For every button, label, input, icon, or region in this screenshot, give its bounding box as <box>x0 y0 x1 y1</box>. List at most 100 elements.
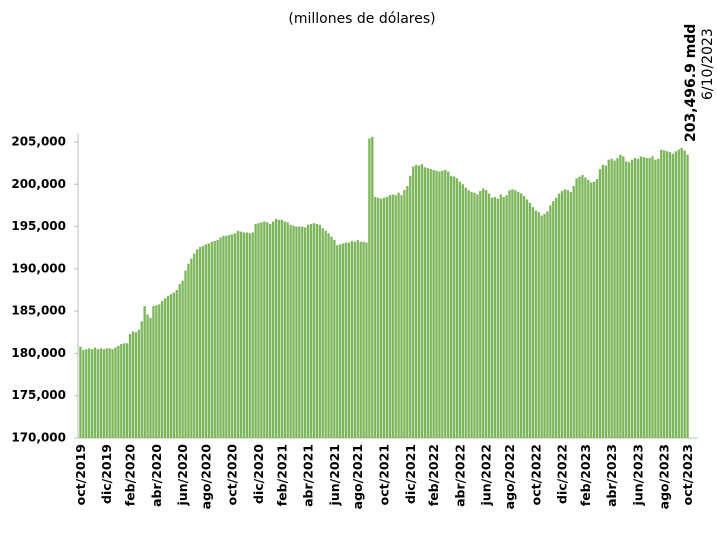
bar <box>394 195 397 438</box>
bar <box>79 346 82 438</box>
bar <box>543 213 546 438</box>
bar <box>499 194 502 438</box>
bar <box>616 158 619 438</box>
bar <box>327 233 330 438</box>
bar <box>584 177 587 438</box>
bar <box>496 198 499 438</box>
bar <box>575 178 578 438</box>
bar <box>269 224 272 438</box>
bar <box>406 185 409 438</box>
bar <box>447 171 450 438</box>
bar <box>318 224 321 438</box>
bar <box>280 219 284 438</box>
bar <box>397 192 400 438</box>
bar <box>660 149 663 438</box>
bar <box>158 304 161 438</box>
bar <box>511 189 514 438</box>
bar <box>368 138 371 438</box>
bar <box>198 246 202 438</box>
x-tick-label: dic/2021 <box>403 444 418 504</box>
bar <box>137 329 140 438</box>
bar <box>479 191 482 438</box>
bar <box>473 192 476 438</box>
bar <box>484 190 488 438</box>
bar <box>464 187 467 438</box>
y-tick-label: 195,000 <box>11 219 66 233</box>
x-tick-label: dic/2020 <box>251 444 266 504</box>
bar <box>149 317 152 438</box>
bar <box>671 153 675 439</box>
bar <box>190 258 193 438</box>
bar <box>99 348 103 438</box>
bar <box>365 242 368 438</box>
bar <box>487 193 491 438</box>
bar <box>438 171 441 438</box>
bar <box>90 349 94 438</box>
bar <box>639 156 643 438</box>
bar <box>537 212 540 438</box>
bar <box>196 249 199 438</box>
bar <box>654 159 657 439</box>
bar <box>201 245 205 438</box>
y-tick-label: 175,000 <box>11 388 66 402</box>
bar <box>391 194 394 438</box>
y-tick-label: 180,000 <box>11 346 66 360</box>
bar <box>228 235 231 438</box>
bar <box>140 321 143 438</box>
bar <box>298 226 301 438</box>
bar <box>321 228 324 438</box>
bar <box>385 196 389 438</box>
bar <box>315 224 319 438</box>
bar <box>382 197 386 438</box>
bar <box>522 196 526 438</box>
x-tick-label: feb/2020 <box>123 444 138 507</box>
bar <box>120 344 123 438</box>
x-tick-label: abr/2022 <box>452 444 467 507</box>
bar <box>490 197 494 438</box>
bar <box>146 314 149 438</box>
bar <box>429 169 432 438</box>
bar <box>85 349 88 438</box>
x-tick-label: jun/2021 <box>327 444 342 506</box>
bar <box>432 169 435 438</box>
bar <box>155 305 158 438</box>
bar <box>409 175 412 438</box>
bar <box>400 195 403 438</box>
bar <box>412 166 415 439</box>
bar <box>467 190 470 438</box>
y-tick-label: 185,000 <box>11 304 66 318</box>
bar <box>283 221 286 438</box>
bar <box>108 348 111 438</box>
bar <box>187 263 190 438</box>
bar <box>374 196 377 438</box>
x-tick-label: ago/2020 <box>198 444 213 510</box>
bar <box>642 157 645 438</box>
bar <box>143 306 146 438</box>
x-tick-label: dic/2019 <box>99 444 114 504</box>
bar <box>525 199 529 438</box>
bar <box>379 198 383 438</box>
bar <box>482 188 485 438</box>
bar <box>598 169 602 438</box>
bar <box>663 150 666 438</box>
x-tick-label: abr/2021 <box>301 444 316 507</box>
bar <box>152 306 155 438</box>
bar <box>266 222 269 438</box>
bar <box>581 174 584 438</box>
bar <box>216 240 219 438</box>
bar <box>114 347 117 438</box>
bar <box>96 349 100 438</box>
bar <box>324 230 327 438</box>
bar <box>347 242 351 438</box>
bar <box>625 161 628 438</box>
bar <box>423 167 427 439</box>
bar <box>123 343 126 438</box>
bar <box>219 237 222 438</box>
bar <box>628 162 631 438</box>
bar <box>520 193 523 438</box>
bar <box>502 196 505 438</box>
x-tick-label: dic/2022 <box>555 444 570 504</box>
bar <box>111 349 114 438</box>
bar <box>304 227 307 438</box>
